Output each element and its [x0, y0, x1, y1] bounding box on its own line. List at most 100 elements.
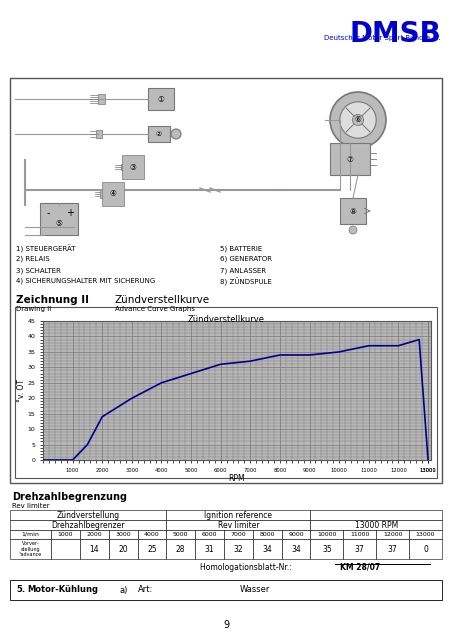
Bar — [51, 539, 80, 559]
Text: 13000 RPM: 13000 RPM — [354, 520, 397, 529]
Bar — [10, 520, 166, 530]
Text: ⑥: ⑥ — [354, 115, 361, 125]
Bar — [10, 510, 166, 520]
Bar — [310, 520, 441, 530]
Bar — [166, 530, 195, 539]
Text: 3000: 3000 — [115, 532, 131, 537]
Text: Zündverstellkurve: Zündverstellkurve — [187, 315, 264, 324]
Bar — [96, 130, 102, 138]
Text: 9000: 9000 — [287, 532, 303, 537]
Text: Homologationsblatt-Nr.:: Homologationsblatt-Nr.: — [199, 563, 294, 572]
Bar — [408, 539, 441, 559]
Bar — [121, 164, 126, 170]
Bar — [10, 539, 51, 559]
Text: Rev limiter: Rev limiter — [12, 503, 50, 509]
Bar — [80, 530, 109, 539]
Text: -: - — [46, 207, 50, 218]
Bar — [329, 143, 369, 175]
Bar — [166, 510, 310, 520]
Bar — [100, 190, 105, 198]
Text: Drehzahlbegrenzer: Drehzahlbegrenzer — [51, 520, 124, 529]
Text: +: + — [66, 207, 74, 218]
Text: Zündverstellung: Zündverstellung — [56, 511, 120, 520]
Bar — [137, 530, 166, 539]
Bar — [281, 530, 310, 539]
Text: 5000: 5000 — [173, 532, 188, 537]
Text: 8000: 8000 — [259, 532, 274, 537]
Bar — [252, 539, 281, 559]
Bar — [137, 539, 166, 559]
Bar — [252, 530, 281, 539]
Text: 25: 25 — [147, 545, 156, 554]
Circle shape — [348, 226, 356, 234]
Text: 35: 35 — [321, 545, 331, 554]
Text: 5.: 5. — [16, 586, 25, 595]
Text: ⑦: ⑦ — [346, 154, 353, 163]
Bar — [166, 539, 195, 559]
Text: 28: 28 — [175, 545, 185, 554]
Bar — [310, 530, 342, 539]
Circle shape — [339, 102, 375, 138]
Bar — [339, 198, 365, 224]
Text: Wasser: Wasser — [239, 586, 270, 595]
Text: Zeichnung II: Zeichnung II — [16, 295, 89, 305]
Text: DMSB: DMSB — [349, 20, 440, 48]
Bar — [310, 510, 441, 520]
Text: 6000: 6000 — [201, 532, 217, 537]
Bar — [223, 539, 252, 559]
Bar — [15, 307, 436, 478]
Text: 5) BATTERIE: 5) BATTERIE — [220, 245, 262, 252]
Bar — [147, 88, 174, 110]
Text: ②: ② — [156, 131, 162, 137]
Bar — [342, 530, 375, 539]
Circle shape — [170, 129, 180, 139]
Bar — [51, 530, 80, 539]
Text: 4000: 4000 — [144, 532, 159, 537]
Text: Vorver-
stellung
°advance: Vorver- stellung °advance — [19, 541, 42, 557]
Text: Advance Curve Graphs: Advance Curve Graphs — [115, 306, 194, 312]
Text: 7) ANLASSER: 7) ANLASSER — [220, 267, 266, 273]
Bar — [195, 539, 223, 559]
Text: 1/min: 1/min — [22, 532, 39, 537]
Bar — [10, 530, 51, 539]
Text: 8) ZÜNDSPULE: 8) ZÜNDSPULE — [220, 278, 271, 286]
Text: ⑧: ⑧ — [349, 207, 356, 216]
Text: Art:: Art: — [138, 586, 153, 595]
Bar — [10, 78, 441, 483]
Text: 12000: 12000 — [382, 532, 401, 537]
Circle shape — [329, 92, 385, 148]
Bar — [223, 530, 252, 539]
Bar — [375, 530, 408, 539]
Bar — [195, 530, 223, 539]
X-axis label: RPM: RPM — [228, 474, 245, 483]
Text: 4) SICHERUNGSHALTER MIT SICHERUNG: 4) SICHERUNGSHALTER MIT SICHERUNG — [16, 278, 155, 285]
Text: Zündverstellkurve: Zündverstellkurve — [115, 295, 210, 305]
Bar — [408, 530, 441, 539]
Text: Drawing II: Drawing II — [16, 306, 51, 312]
Text: a): a) — [120, 586, 128, 595]
Text: 2000: 2000 — [86, 532, 102, 537]
Circle shape — [352, 115, 363, 125]
Text: 13000: 13000 — [415, 532, 434, 537]
Text: Rev limiter: Rev limiter — [217, 520, 258, 529]
Text: ④: ④ — [109, 189, 116, 198]
Text: 20: 20 — [118, 545, 128, 554]
Text: ③: ③ — [129, 163, 136, 172]
Bar — [166, 520, 310, 530]
Bar — [281, 539, 310, 559]
Text: 37: 37 — [387, 545, 396, 554]
Text: KM 28/07: KM 28/07 — [339, 563, 379, 572]
Bar — [109, 530, 137, 539]
Text: 2) RELAIS: 2) RELAIS — [16, 256, 50, 262]
Text: 37: 37 — [354, 545, 364, 554]
Y-axis label: °v. OT: °v. OT — [17, 379, 26, 402]
Bar — [375, 539, 408, 559]
Text: Drehzahlbegrenzung: Drehzahlbegrenzung — [12, 492, 127, 502]
Text: Deutscher Motor Sport Bund e. V.: Deutscher Motor Sport Bund e. V. — [324, 35, 440, 41]
Text: 6) GENERATOR: 6) GENERATOR — [220, 256, 272, 262]
Text: 14: 14 — [89, 545, 99, 554]
Text: 34: 34 — [262, 545, 272, 554]
Text: ①: ① — [157, 95, 164, 104]
Text: 11000: 11000 — [349, 532, 368, 537]
Bar — [342, 539, 375, 559]
